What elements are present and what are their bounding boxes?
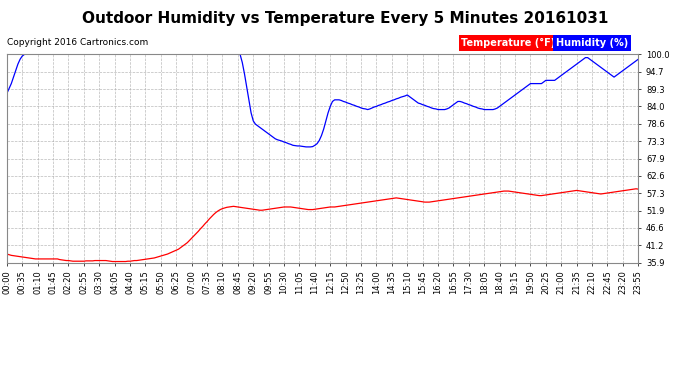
Text: Outdoor Humidity vs Temperature Every 5 Minutes 20161031: Outdoor Humidity vs Temperature Every 5 … <box>82 11 608 26</box>
Text: Humidity (%): Humidity (%) <box>556 38 629 48</box>
Text: Temperature (°F): Temperature (°F) <box>462 38 555 48</box>
Text: Copyright 2016 Cartronics.com: Copyright 2016 Cartronics.com <box>7 38 148 47</box>
